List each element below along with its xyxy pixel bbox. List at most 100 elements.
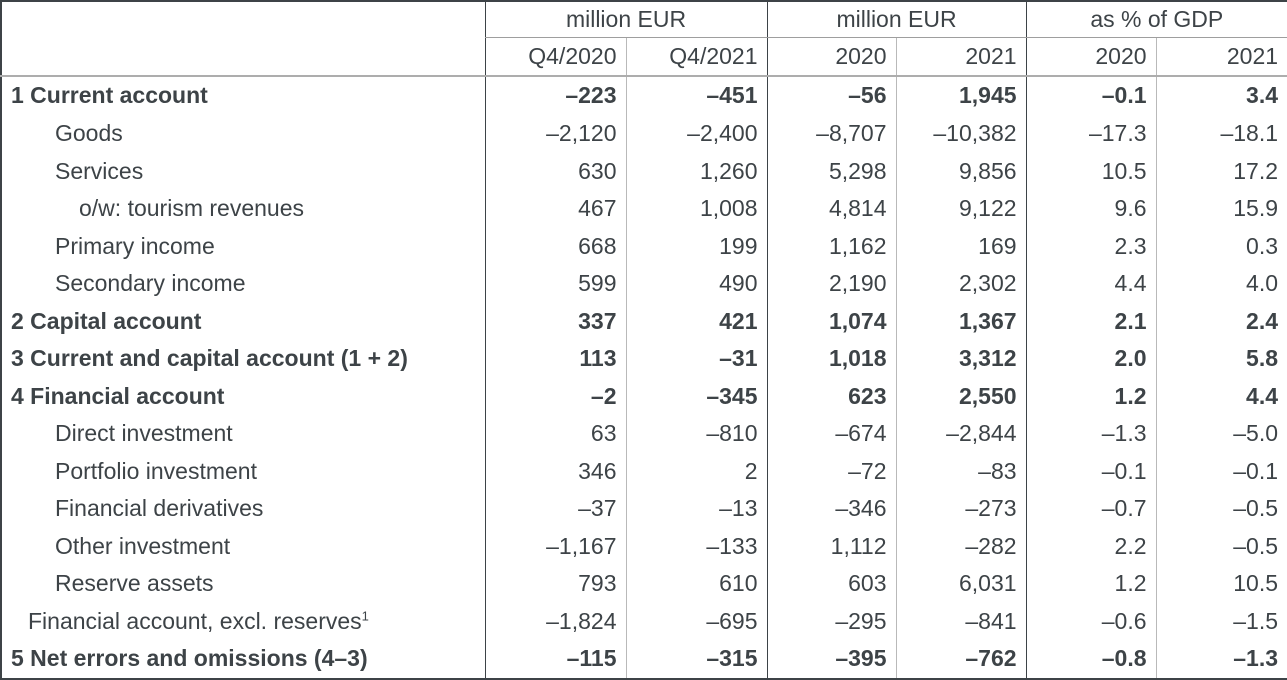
table-row: 1 Current account –223 –451 –56 1,945 –0.1 3.4 — [1, 76, 1287, 115]
header-column-row: Q4/2020 Q4/2021 2020 2021 2020 2021 — [1, 37, 1287, 77]
value-cell: 490 — [625, 264, 768, 303]
value-cell: –133 — [625, 527, 768, 565]
row-label: Financial derivatives — [55, 495, 264, 522]
value-cell: –37 — [484, 489, 626, 528]
value-cell: –1.3 — [1155, 639, 1287, 679]
value-cell: 2,190 — [766, 264, 897, 303]
value-cell: –0.8 — [1025, 639, 1157, 679]
value-cell: 2,550 — [895, 377, 1027, 415]
value-cell: –810 — [625, 414, 768, 453]
column-group-million-eur-annual: million EUR — [766, 1, 1027, 38]
row-label: Services — [55, 157, 144, 184]
value-cell: –31 — [625, 339, 768, 378]
value-cell: 1,112 — [766, 527, 897, 565]
table-row: 5 Net errors and omissions (4–3) –115 –315… — [1, 639, 1287, 679]
row-label: Other investment — [55, 532, 231, 559]
row-label: 3 Current and capital account (1 + 2) — [11, 345, 408, 372]
column-header-q4-2021: Q4/2021 — [625, 37, 768, 77]
value-cell: 4,814 — [766, 189, 897, 228]
value-cell: –674 — [766, 414, 897, 453]
value-cell: 0.3 — [1155, 227, 1287, 265]
value-cell: 4.0 — [1155, 264, 1287, 303]
row-label: o/w: tourism revenues — [79, 195, 304, 222]
value-cell: 4.4 — [1025, 264, 1157, 303]
value-cell: –1,167 — [484, 527, 626, 565]
value-cell: –0.1 — [1025, 76, 1157, 115]
row-label: 5 Net errors and omissions (4–3) — [11, 645, 368, 672]
table-row: Portfolio investment 346 2 –72 –83 –0.1 –0.1 — [1, 452, 1287, 490]
value-cell: 630 — [484, 152, 626, 190]
value-cell: 5.8 — [1155, 339, 1287, 378]
table-row: Services 630 1,260 5,298 9,856 10.5 17.2 — [1, 152, 1287, 190]
value-cell: 10.5 — [1025, 152, 1157, 190]
table-row: Secondary income 599 490 2,190 2,302 4.4 4.0 — [1, 264, 1287, 303]
column-header-q4-2020: Q4/2020 — [484, 37, 626, 77]
value-cell: –841 — [895, 602, 1027, 640]
table-row: Reserve assets 793 610 603 6,031 1.2 10.5 — [1, 564, 1287, 603]
table-row: Primary income 668 199 1,162 169 2.3 0.3 — [1, 227, 1287, 265]
value-cell: 467 — [484, 189, 626, 228]
value-cell: –273 — [895, 489, 1027, 528]
value-cell: 346 — [484, 452, 626, 490]
value-cell: 17.2 — [1155, 152, 1287, 190]
value-cell: –223 — [484, 76, 626, 115]
row-label: 4 Financial account — [11, 382, 225, 409]
value-cell: –315 — [625, 639, 768, 679]
value-cell: 9,856 — [895, 152, 1027, 190]
value-cell: 9.6 — [1025, 189, 1157, 228]
table-row: 2 Capital account 337 421 1,074 1,367 2.1 2.4 — [1, 302, 1287, 340]
value-cell: 623 — [766, 377, 897, 415]
value-cell: –83 — [895, 452, 1027, 490]
value-cell: –10,382 — [895, 114, 1027, 153]
value-cell: 1,074 — [766, 302, 897, 340]
value-cell: 1.2 — [1025, 564, 1157, 603]
value-cell: 9,122 — [895, 189, 1027, 228]
value-cell: –56 — [766, 76, 897, 115]
value-cell: –0.1 — [1025, 452, 1157, 490]
value-cell: 2,302 — [895, 264, 1027, 303]
value-cell: 5,298 — [766, 152, 897, 190]
row-label: Financial account, excl. reserves1 — [28, 607, 369, 634]
row-label: Secondary income — [55, 270, 246, 297]
value-cell: 3,312 — [895, 339, 1027, 378]
value-cell: 1,260 — [625, 152, 768, 190]
value-cell: 2.2 — [1025, 527, 1157, 565]
table-row: 3 Current and capital account (1 + 2) 113… — [1, 339, 1287, 378]
row-label: Direct investment — [55, 420, 233, 447]
column-header-2021: 2021 — [895, 37, 1027, 77]
value-cell: 603 — [766, 564, 897, 603]
table-row: o/w: tourism revenues 467 1,008 4,814 9,122 9… — [1, 189, 1287, 228]
row-label: 2 Capital account — [11, 307, 202, 334]
value-cell: –345 — [625, 377, 768, 415]
value-cell: 63 — [484, 414, 626, 453]
value-cell: 15.9 — [1155, 189, 1287, 228]
value-cell: 1,945 — [895, 76, 1027, 115]
value-cell: –72 — [766, 452, 897, 490]
table-row: Other investment –1,167 –133 1,112 –282 2.2 –0… — [1, 527, 1287, 565]
column-header-2020: 2020 — [766, 37, 897, 77]
value-cell: 199 — [625, 227, 768, 265]
value-cell: –1,824 — [484, 602, 626, 640]
row-label-column-header — [1, 1, 485, 77]
value-cell: –2,120 — [484, 114, 626, 153]
value-cell: 169 — [895, 227, 1027, 265]
value-cell: 337 — [484, 302, 626, 340]
value-cell: –13 — [625, 489, 768, 528]
value-cell: 793 — [484, 564, 626, 603]
table-row: Financial derivatives –37 –13 –346 –273 –0.7–… — [1, 489, 1287, 528]
value-cell: 10.5 — [1155, 564, 1287, 603]
value-cell: 610 — [625, 564, 768, 603]
value-cell: 6,031 — [895, 564, 1027, 603]
value-cell: 421 — [625, 302, 768, 340]
value-cell: 599 — [484, 264, 626, 303]
footnote-marker: 1 — [361, 607, 369, 623]
value-cell: 3.4 — [1155, 76, 1287, 115]
row-label: Reserve assets — [55, 570, 214, 597]
value-cell: –0.1 — [1155, 452, 1287, 490]
value-cell: 1,367 — [895, 302, 1027, 340]
value-cell: –0.6 — [1025, 602, 1157, 640]
column-group-percent-of-gdp: as % of GDP — [1025, 1, 1287, 38]
value-cell: 2.3 — [1025, 227, 1157, 265]
value-cell: 2 — [625, 452, 768, 490]
